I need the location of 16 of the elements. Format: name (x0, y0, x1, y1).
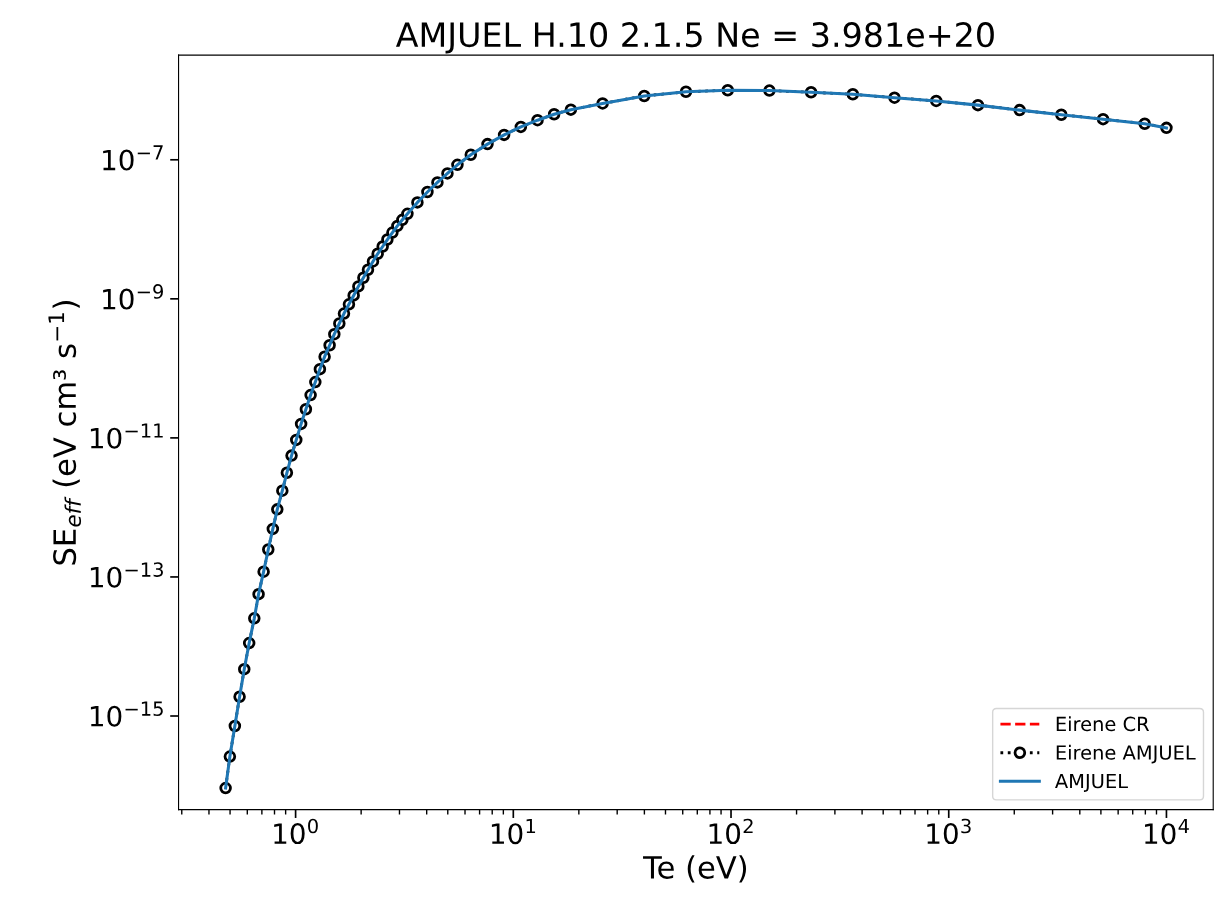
x-tick-label: 10$^{4}$ (1145, 818, 1189, 845)
y-tick-label: 10$^{−9}$ (103, 284, 163, 310)
y-tick-label: 10$^{−11}$ (90, 423, 163, 449)
legend-label: Eirene AMJUEL (1056, 744, 1196, 764)
x-axis-title: Te (eV) (643, 855, 747, 883)
legend-label: Eirene CR (1056, 716, 1150, 732)
x-tick-label: 10$^{0}$ (274, 818, 318, 845)
y-tick-label: 10$^{−15}$ (90, 701, 163, 727)
y-axis-title: SE$_{eff}$ (eV cm³ s$^{−1}$) (48, 301, 82, 565)
x-tick-label: 10$^{3}$ (927, 818, 971, 845)
chart-title: AMJUEL H.10 2.1.5 Ne = 3.981e+20 (395, 22, 994, 54)
y-tick-label: 10$^{−7}$ (103, 145, 163, 171)
legend-label: AMJUEL (1055, 773, 1128, 792)
y-tick-label: 10$^{−13}$ (90, 562, 163, 588)
x-tick-label: 10$^{2}$ (709, 818, 753, 845)
x-tick-label: 10$^{1}$ (491, 818, 536, 845)
